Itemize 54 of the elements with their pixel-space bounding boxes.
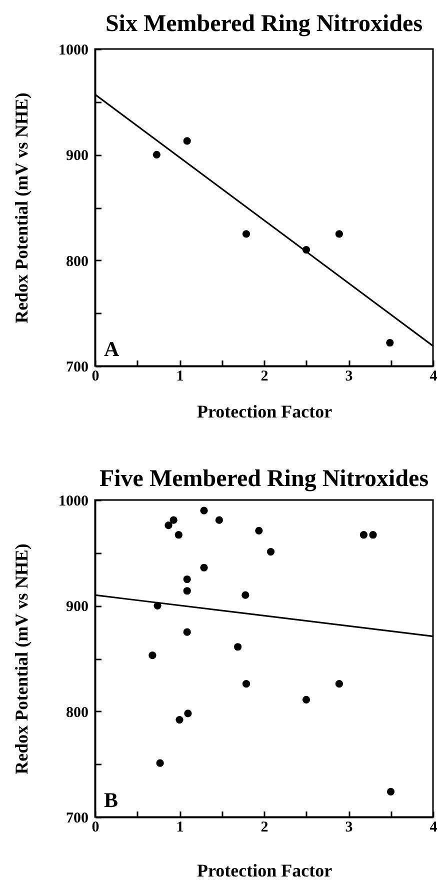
- point: [360, 531, 368, 539]
- x-tick-label: 3: [345, 368, 353, 384]
- y-axis-title: Redox Potential (mV vs NHE): [12, 92, 32, 324]
- point: [183, 575, 191, 584]
- point: [152, 150, 160, 158]
- point: [183, 587, 191, 595]
- y-tick-label: 800: [66, 254, 88, 270]
- point: [184, 710, 192, 718]
- x-tick-label: 2: [260, 368, 268, 384]
- point: [170, 516, 178, 524]
- x-tick-label: 1: [176, 820, 184, 836]
- point: [386, 788, 395, 796]
- y-tick-label: 1000: [58, 42, 88, 58]
- point: [148, 652, 156, 660]
- point: [234, 643, 242, 651]
- point: [183, 628, 191, 636]
- annotation: A: [104, 337, 120, 361]
- y-tick-label: 900: [66, 599, 88, 616]
- point: [176, 716, 184, 724]
- y-tick-label: 700: [66, 810, 88, 826]
- point: [215, 516, 224, 524]
- point: [174, 531, 182, 539]
- point: [200, 506, 208, 514]
- point: [266, 548, 275, 556]
- x-tick-label: 3: [345, 820, 353, 836]
- x-tick-label: 0: [92, 820, 100, 836]
- x-tick-label: 4: [430, 820, 438, 836]
- point: [183, 137, 191, 145]
- point: [242, 230, 250, 238]
- y-axis-title: Redox Potential (mV vs NHE): [12, 544, 32, 774]
- chart-title: Five Membered Ring Nitroxides: [99, 466, 429, 492]
- y-tick-label: 1000: [58, 494, 88, 510]
- annotation: B: [104, 788, 118, 812]
- point: [335, 680, 344, 688]
- point: [156, 759, 164, 767]
- x-axis-title: Protection Factor: [196, 402, 332, 422]
- y-tick-label: 700: [66, 360, 88, 376]
- point: [369, 531, 377, 539]
- y-tick-label: 800: [66, 704, 88, 721]
- point: [386, 338, 394, 347]
- point: [242, 680, 250, 688]
- x-tick-label: 0: [92, 368, 100, 384]
- point: [164, 522, 172, 530]
- x-tick-label: 4: [430, 368, 438, 384]
- point: [302, 696, 310, 704]
- point: [255, 526, 263, 534]
- point: [200, 564, 208, 572]
- x-axis-title: Protection Factor: [196, 860, 332, 880]
- x-tick-label: 2: [260, 820, 268, 836]
- chart-title: Six Membered Ring Nitroxides: [105, 11, 423, 37]
- x-tick-label: 1: [176, 368, 184, 384]
- y-tick-label: 900: [66, 148, 88, 164]
- point: [242, 591, 250, 599]
- point: [335, 230, 344, 238]
